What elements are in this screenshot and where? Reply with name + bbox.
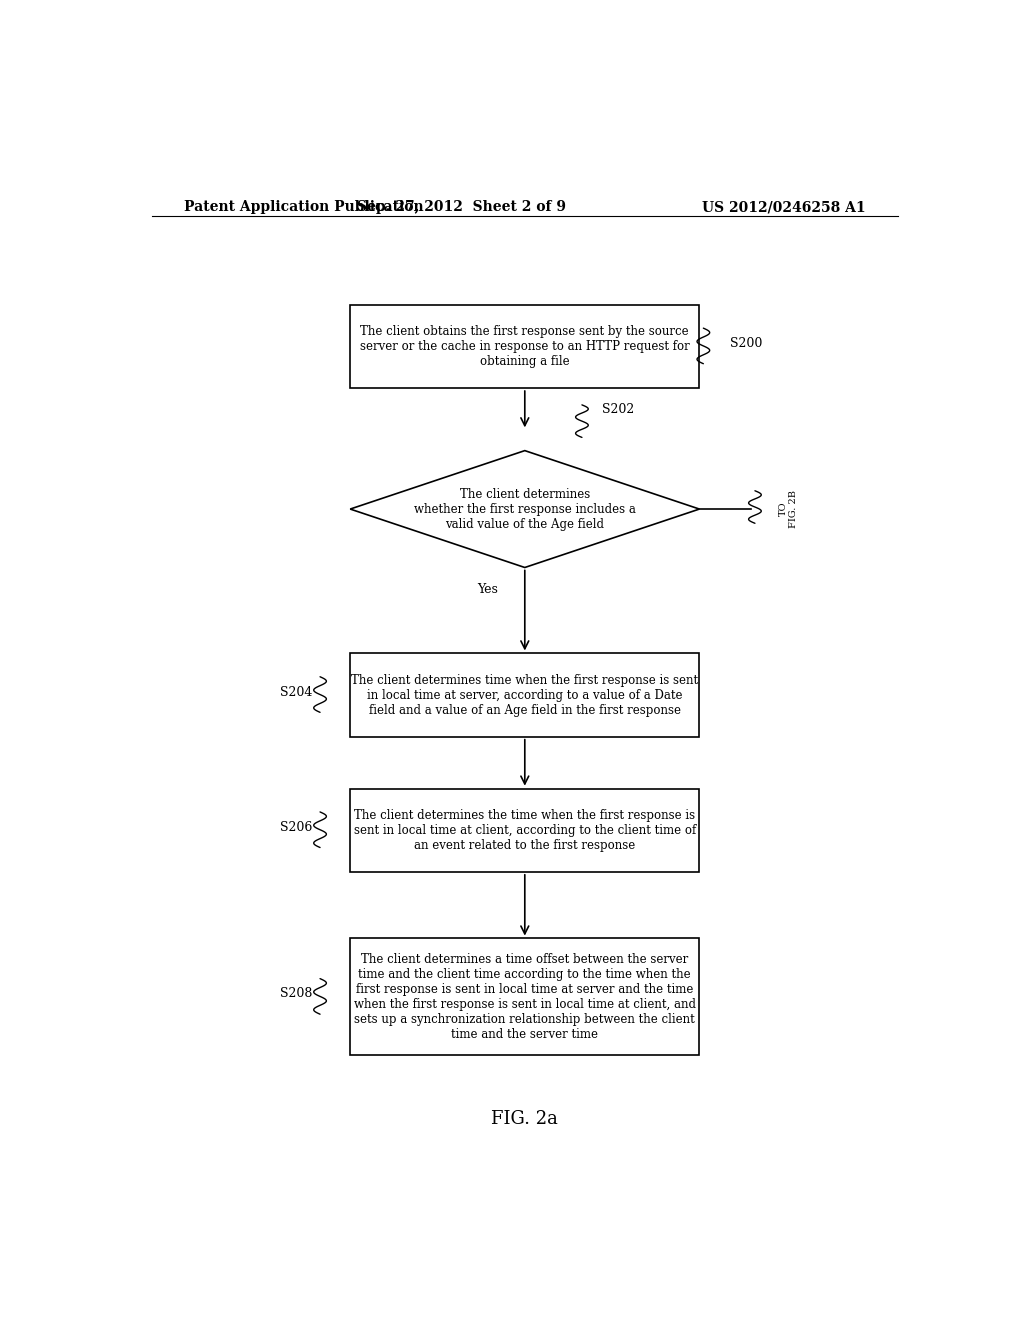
- Text: S202: S202: [602, 404, 634, 416]
- Text: The client determines
whether the first response includes a
valid value of the A: The client determines whether the first …: [414, 487, 636, 531]
- Polygon shape: [350, 450, 699, 568]
- FancyBboxPatch shape: [350, 653, 699, 737]
- Text: The client determines time when the first response is sent
in local time at serv: The client determines time when the firs…: [351, 673, 698, 717]
- FancyBboxPatch shape: [350, 939, 699, 1056]
- Text: Sep. 27, 2012  Sheet 2 of 9: Sep. 27, 2012 Sheet 2 of 9: [356, 201, 566, 214]
- Text: US 2012/0246258 A1: US 2012/0246258 A1: [702, 201, 866, 214]
- FancyBboxPatch shape: [350, 305, 699, 388]
- Text: S206: S206: [280, 821, 312, 834]
- Text: S208: S208: [280, 987, 312, 1001]
- Text: The client determines the time when the first response is
sent in local time at : The client determines the time when the …: [353, 809, 696, 851]
- Text: Patent Application Publication: Patent Application Publication: [183, 201, 423, 214]
- Text: The client obtains the first response sent by the source
server or the cache in : The client obtains the first response se…: [359, 325, 690, 368]
- FancyBboxPatch shape: [350, 788, 699, 873]
- Text: Yes: Yes: [477, 583, 498, 597]
- Text: FIG. 2a: FIG. 2a: [492, 1110, 558, 1127]
- Text: S204: S204: [280, 685, 312, 698]
- Text: The client determines a time offset between the server
time and the client time : The client determines a time offset betw…: [354, 953, 695, 1041]
- Text: S200: S200: [729, 337, 762, 350]
- Text: TO
FIG. 2B: TO FIG. 2B: [778, 490, 798, 528]
